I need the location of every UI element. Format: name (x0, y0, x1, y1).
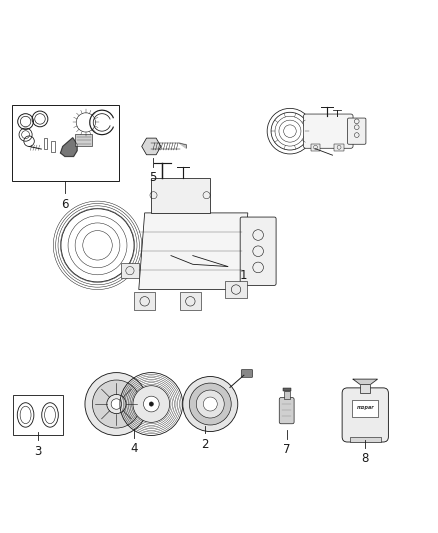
Text: 6: 6 (62, 198, 69, 211)
Text: mopar: mopar (357, 405, 374, 410)
Text: 2: 2 (201, 438, 209, 451)
Circle shape (149, 402, 153, 406)
Text: 4: 4 (130, 442, 138, 455)
Bar (350, 437, 381, 442)
FancyBboxPatch shape (342, 388, 389, 442)
Bar (283, 388, 290, 391)
Circle shape (133, 386, 170, 422)
Circle shape (111, 399, 122, 409)
Bar (226, 281, 247, 298)
Circle shape (107, 394, 126, 414)
Text: 1: 1 (239, 269, 247, 281)
Bar (121, 263, 139, 278)
Bar (180, 293, 201, 310)
Bar (75, 134, 92, 147)
Circle shape (196, 390, 224, 418)
Circle shape (203, 397, 217, 411)
Text: 8: 8 (362, 452, 369, 465)
Circle shape (183, 376, 238, 432)
Circle shape (284, 125, 296, 138)
Bar (13, 395, 63, 435)
Bar (12, 105, 119, 181)
Bar (151, 177, 209, 213)
Polygon shape (353, 379, 378, 384)
Bar (360, 384, 370, 393)
Bar (334, 144, 344, 151)
Text: 3: 3 (34, 445, 42, 458)
Polygon shape (139, 213, 248, 289)
Bar (51, 141, 55, 152)
Bar (311, 144, 320, 151)
Text: 7: 7 (283, 443, 290, 456)
FancyBboxPatch shape (241, 369, 253, 377)
Circle shape (92, 380, 141, 428)
Polygon shape (60, 138, 77, 157)
Circle shape (85, 373, 148, 435)
Text: 5: 5 (149, 171, 156, 184)
FancyBboxPatch shape (304, 114, 353, 148)
Circle shape (144, 396, 159, 412)
FancyBboxPatch shape (348, 118, 366, 144)
Polygon shape (180, 143, 186, 148)
Polygon shape (142, 138, 161, 155)
Bar (44, 138, 47, 149)
Bar (352, 400, 378, 417)
Circle shape (61, 209, 134, 282)
FancyBboxPatch shape (240, 217, 276, 285)
FancyBboxPatch shape (279, 398, 294, 424)
Bar (284, 391, 290, 399)
Bar (134, 293, 155, 310)
Circle shape (189, 383, 231, 425)
